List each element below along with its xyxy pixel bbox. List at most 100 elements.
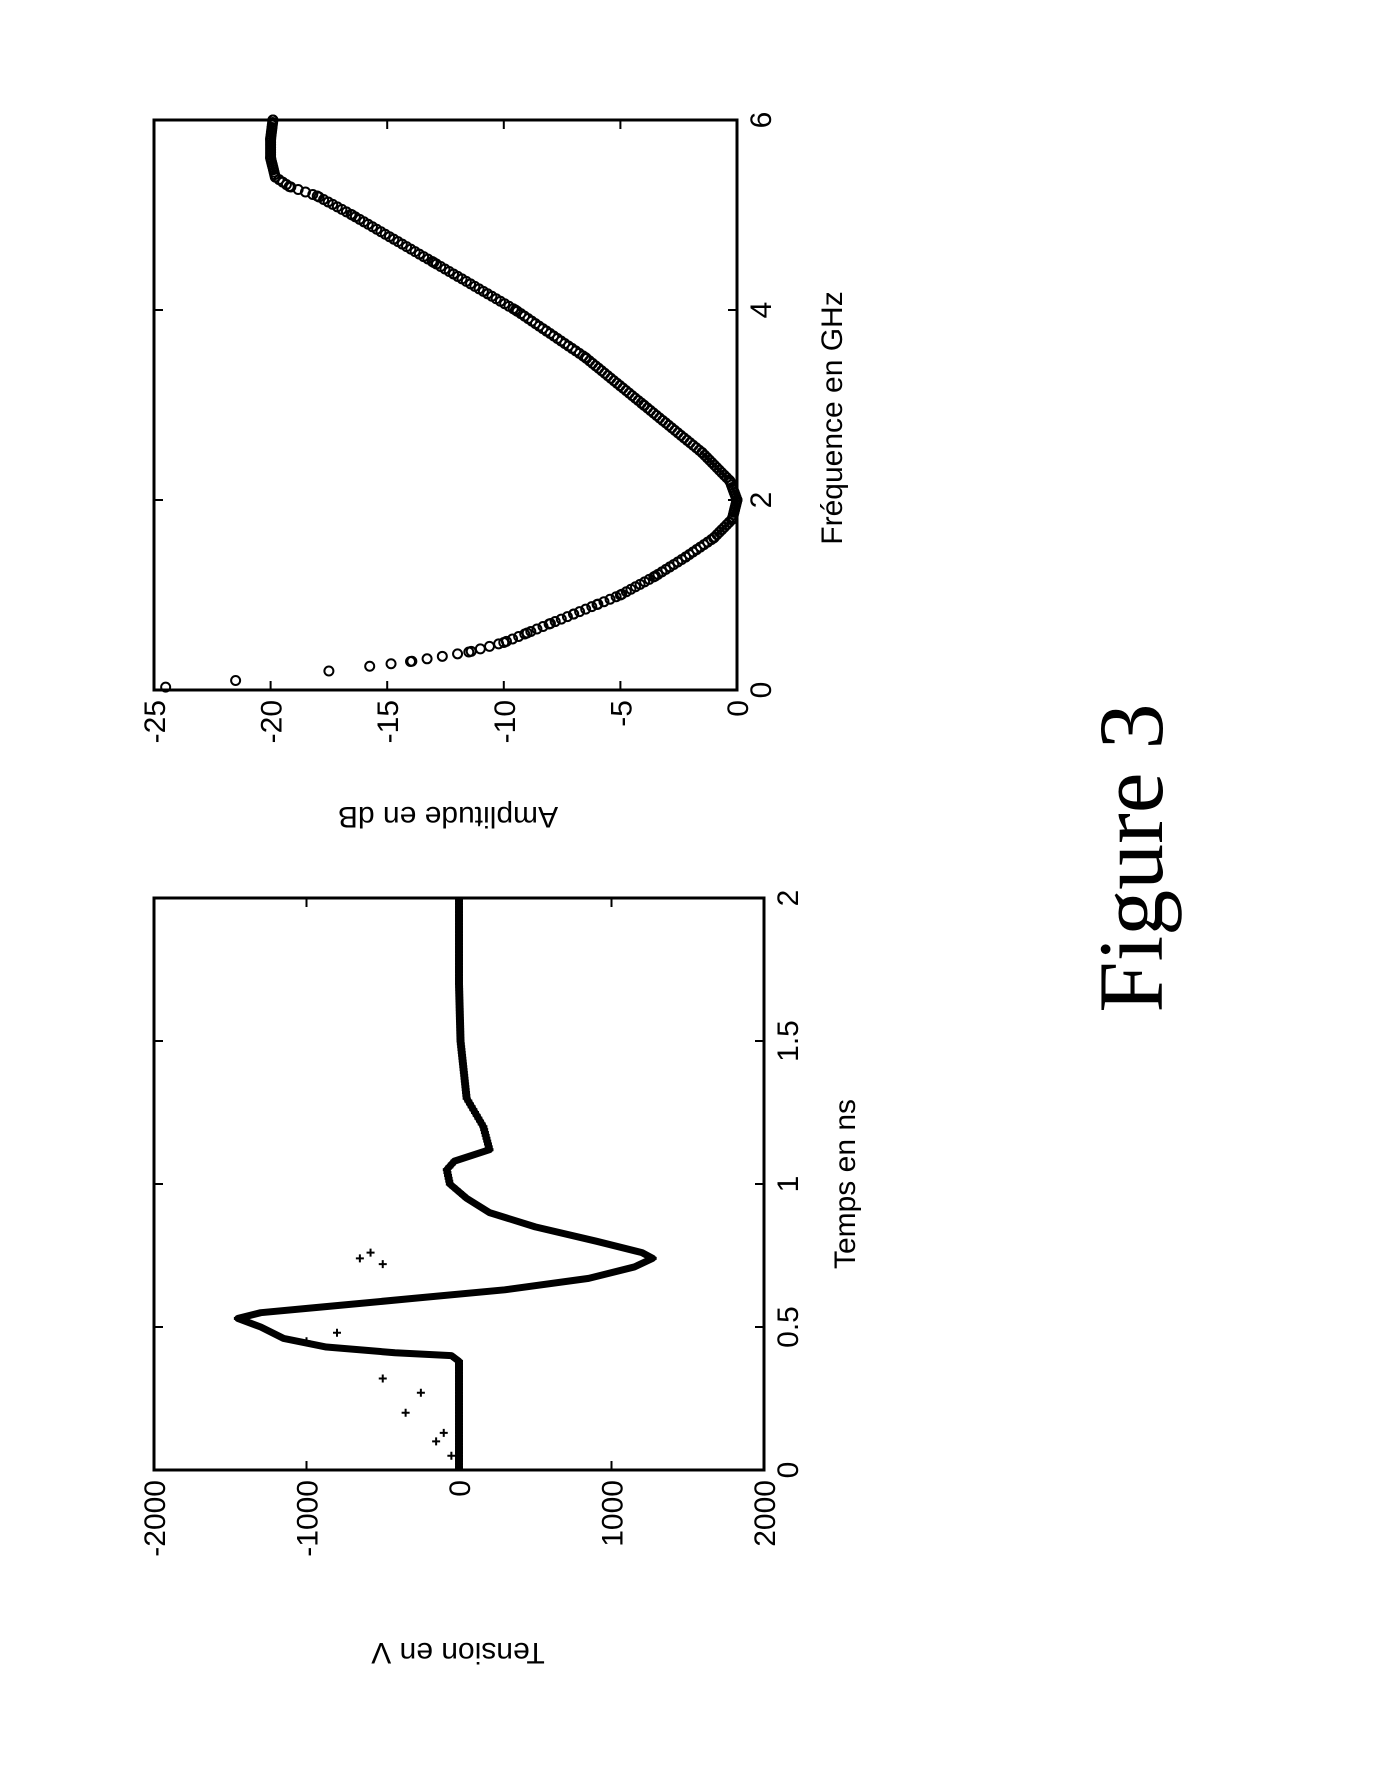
data-marker (245, 1314, 254, 1318)
data-marker (455, 925, 463, 929)
data-marker (512, 1219, 521, 1223)
data-marker (452, 648, 464, 660)
time-domain-plot: 0 0.5 1 1.5 2 -2000 -1000 0 1000 2000 Temps en ns… (139, 890, 862, 1669)
data-marker (561, 611, 573, 623)
data-marker (467, 1153, 476, 1157)
data-marker (308, 1342, 317, 1346)
data-marker (455, 1013, 464, 1017)
data-marker (385, 658, 397, 670)
data-point (366, 1248, 375, 1257)
data-marker (519, 628, 531, 640)
data-marker (455, 965, 463, 969)
data-marker (455, 1405, 463, 1409)
data-marker (455, 988, 464, 992)
data-marker (455, 1419, 463, 1423)
data-marker (638, 1251, 646, 1255)
data-marker (615, 1245, 624, 1249)
data-marker (455, 1010, 464, 1014)
y-tick-label: -1000 (292, 1480, 325, 1557)
data-marker (455, 1397, 463, 1400)
data-marker (580, 603, 592, 615)
data-marker (452, 1188, 461, 1192)
data-marker (455, 1008, 464, 1012)
data-marker (626, 1248, 635, 1252)
data-marker (610, 591, 622, 603)
data-marker (455, 1016, 464, 1020)
data-marker (457, 1050, 466, 1054)
data-marker (472, 1113, 481, 1117)
data-marker (313, 191, 325, 203)
data-marker (241, 1319, 250, 1323)
data-marker (643, 1254, 652, 1257)
data-marker (586, 601, 598, 613)
data-point (378, 1374, 387, 1383)
frequency-plot-marks (160, 114, 743, 693)
data-marker (531, 1225, 540, 1229)
data-marker (455, 1385, 463, 1389)
data-marker (455, 1422, 463, 1426)
y-tick-label: -10 (489, 700, 522, 743)
data-marker (636, 1262, 645, 1266)
data-marker (555, 1231, 564, 1235)
data-marker (273, 1334, 282, 1338)
data-marker (479, 1125, 488, 1129)
data-marker (462, 1196, 471, 1200)
data-marker (456, 1022, 465, 1026)
data-marker (476, 1119, 485, 1123)
data-marker (449, 1185, 458, 1189)
data-marker (455, 933, 463, 937)
data-marker (455, 1388, 463, 1392)
data-marker (455, 1376, 463, 1380)
data-marker (459, 1065, 468, 1069)
frequency-plot-frame (152, 118, 739, 692)
data-marker (455, 919, 463, 923)
data-marker (480, 1131, 489, 1135)
data-marker (467, 1105, 476, 1109)
data-marker (262, 1328, 271, 1332)
x-tick-label: 0 (745, 682, 778, 699)
data-marker (455, 913, 463, 917)
data-marker (455, 968, 463, 971)
data-marker (618, 1268, 627, 1272)
data-marker (460, 1073, 469, 1077)
data-marker (474, 1116, 483, 1120)
data-marker (455, 930, 463, 934)
data-point (401, 1408, 410, 1417)
data-marker (604, 593, 616, 605)
data-marker (456, 1042, 465, 1046)
data-marker (459, 1070, 468, 1074)
data-marker (455, 1445, 463, 1449)
data-marker (459, 1156, 468, 1160)
data-marker (455, 1391, 463, 1395)
data-marker (525, 625, 537, 637)
data-marker (537, 621, 549, 633)
data-marker (503, 1216, 512, 1220)
data-marker (483, 640, 495, 652)
data-marker (455, 1437, 463, 1441)
data-marker (256, 1311, 265, 1315)
data-marker (439, 1294, 448, 1298)
data-marker (483, 1142, 492, 1146)
data-marker (450, 1159, 459, 1163)
y-tick-label: -5 (605, 700, 638, 727)
data-point (323, 665, 335, 677)
data-marker (455, 950, 463, 954)
data-marker (543, 1228, 552, 1232)
data-marker (455, 927, 463, 931)
data-marker (584, 1276, 593, 1280)
y-tick-label: -25 (139, 700, 172, 743)
data-marker (480, 1208, 489, 1212)
data-marker (461, 1085, 470, 1089)
data-marker (293, 1339, 302, 1343)
data-marker (455, 939, 463, 943)
data-marker (455, 1371, 463, 1375)
data-marker (455, 1448, 463, 1452)
data-marker (455, 990, 464, 994)
data-marker (456, 1033, 465, 1037)
time-plot-marks (233, 896, 657, 1472)
data-point (333, 1328, 341, 1337)
data-marker (268, 1331, 277, 1335)
data-marker (477, 1122, 486, 1126)
data-marker (455, 1399, 463, 1403)
data-marker (348, 1302, 357, 1306)
